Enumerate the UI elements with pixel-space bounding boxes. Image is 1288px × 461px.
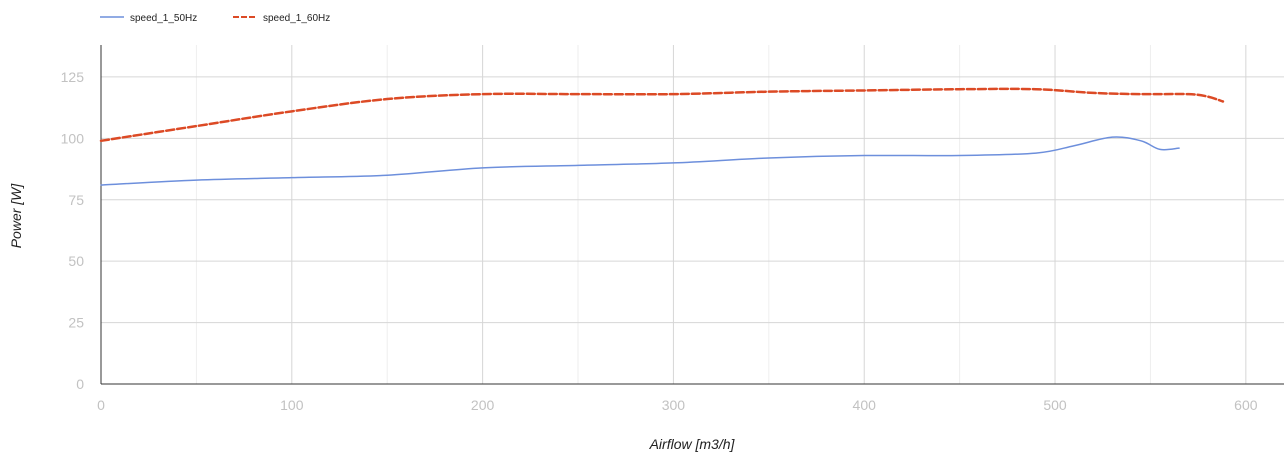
- series-lines: [99, 87, 1225, 186]
- x-tick-label-0: 0: [97, 397, 105, 413]
- y-tick-label-25: 25: [68, 315, 84, 331]
- gridlines: [101, 45, 1284, 384]
- series-line-speed_1_50Hz: [100, 136, 1180, 186]
- x-tick-label-600: 600: [1234, 397, 1258, 413]
- y-tick-label-0: 0: [76, 376, 84, 392]
- y-tick-label-75: 75: [68, 192, 84, 208]
- y-tick-label-50: 50: [68, 253, 84, 269]
- axes: [100, 45, 1284, 385]
- x-tick-label-100: 100: [280, 397, 304, 413]
- x-tick-label-400: 400: [853, 397, 877, 413]
- x-tick-label-200: 200: [471, 397, 495, 413]
- tick-labels: 0 100 200 300 400 500 600 0 25 50 75 100 125: [61, 69, 1258, 413]
- x-tick-label-500: 500: [1043, 397, 1067, 413]
- legend-label-speed_1_60Hz: speed_1_60Hz: [263, 13, 330, 24]
- x-tick-label-300: 300: [662, 397, 686, 413]
- x-axis-title: Airflow [m3/h]: [649, 436, 736, 452]
- series-line-speed_1_60Hz: [99, 87, 1225, 143]
- legend-label-speed_1_50Hz: speed_1_50Hz: [130, 13, 197, 24]
- legend: speed_1_50Hz speed_1_60Hz: [100, 13, 330, 24]
- y-axis-title: Power [W]: [8, 183, 24, 249]
- y-tick-label-125: 125: [61, 69, 85, 85]
- y-tick-label-100: 100: [61, 130, 85, 146]
